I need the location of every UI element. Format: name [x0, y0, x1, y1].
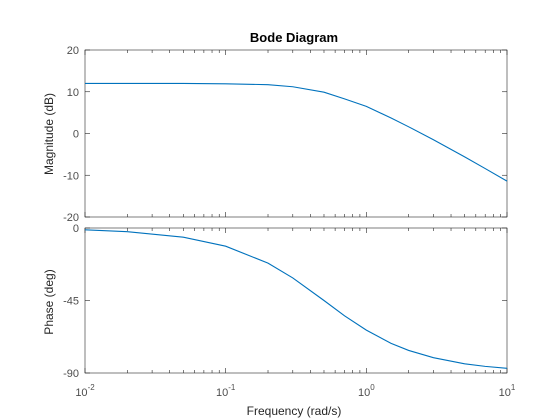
magnitude-y-tick-label: 10	[67, 87, 79, 99]
x-tick-label: 10-2	[75, 383, 95, 399]
phase-y-tick-label: -45	[63, 296, 79, 308]
magnitude-y-tick-label: 0	[73, 129, 79, 141]
x-tick-label: 101	[499, 383, 516, 399]
phase-series-line	[84, 229, 508, 369]
phase-axis-label: Phase (deg)	[42, 269, 56, 334]
x-tick-label: 100	[358, 383, 375, 399]
phase-y-tick-label: 0	[73, 223, 79, 235]
magnitude-y-tick-label: -20	[63, 212, 79, 224]
phase-y-tick-label: -90	[63, 368, 79, 380]
chart-title: Bode Diagram	[250, 30, 338, 45]
magnitude-axis-label: Magnitude (dB)	[42, 93, 56, 175]
magnitude-series-line	[85, 82, 508, 182]
magnitude-y-tick-label: 20	[67, 45, 79, 57]
x-axis-label: Frequency (rad/s)	[247, 404, 342, 418]
magnitude-y-tick-label: -10	[63, 170, 79, 182]
phase-axes-box	[84, 227, 508, 374]
axes-layer: -20 -10 0 10 20 -90 -45 0 10-2 10-1 100 101	[63, 45, 516, 399]
x-tick-label: 10-1	[216, 383, 236, 399]
magnitude-axes-box	[84, 49, 508, 218]
